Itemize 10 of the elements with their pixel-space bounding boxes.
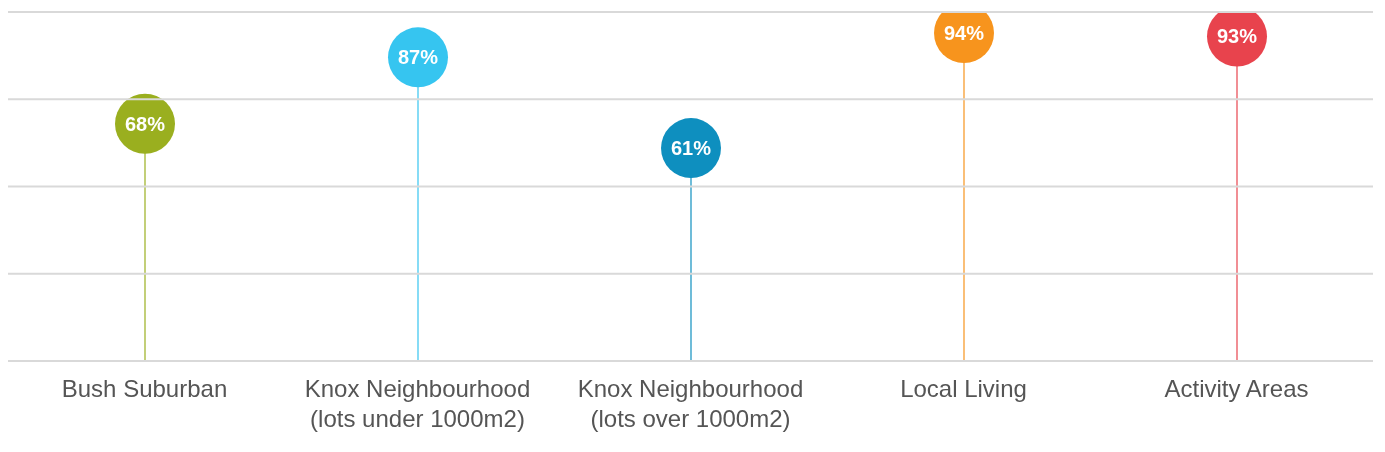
- data-label: 68%: [124, 112, 166, 135]
- data-label: 87%: [397, 46, 439, 69]
- x-tick-label: Knox Neighbourhood (lots under 1000m2): [304, 375, 531, 432]
- x-tick-label: Activity Areas: [1164, 375, 1309, 402]
- data-label: 94%: [943, 21, 985, 44]
- data-label: 93%: [1216, 25, 1258, 48]
- x-tick-label: Local Living: [900, 375, 1027, 402]
- data-label: 61%: [670, 137, 712, 160]
- x-tick-label: Bush Suburban: [61, 375, 228, 402]
- x-tick-label: Knox Neighbourhood (lots over 1000m2): [577, 375, 804, 432]
